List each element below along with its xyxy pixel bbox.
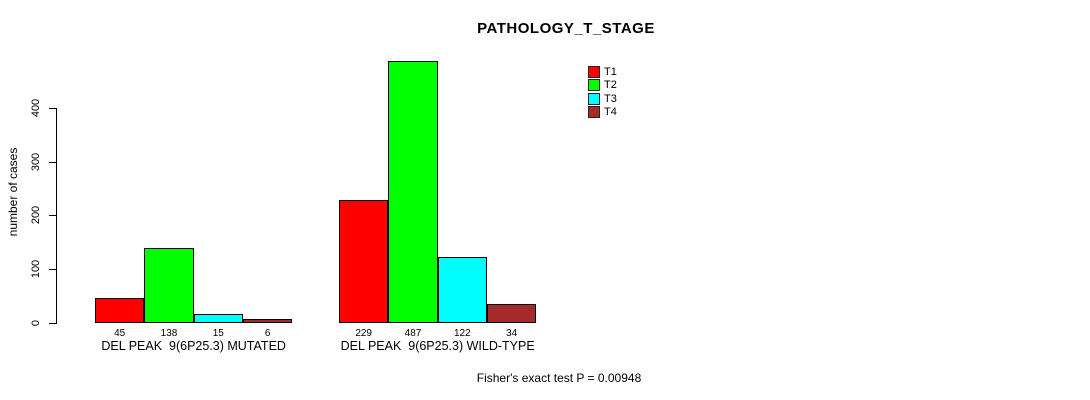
bar-t1-group1 — [95, 298, 145, 323]
y-tick-label: 100 — [30, 259, 42, 279]
bar-t3-group1 — [193, 314, 243, 323]
bar-t4-group1 — [242, 319, 293, 323]
bar-value-label: 487 — [404, 327, 422, 339]
legend-row: T4 — [588, 105, 648, 119]
y-tick-mark — [48, 108, 56, 109]
y-axis-line — [56, 108, 58, 324]
legend-label: T3 — [604, 92, 617, 105]
y-tick-label: 400 — [30, 98, 42, 118]
bar-value-label: 15 — [212, 327, 224, 339]
legend-row: T1 — [588, 66, 648, 79]
bar-t1-group2 — [339, 199, 389, 323]
bar-t3-group2 — [437, 257, 487, 323]
y-tick-mark — [48, 268, 56, 270]
y-tick-mark — [48, 215, 56, 217]
bar-value-label: 229 — [355, 327, 372, 339]
legend-row: T3 — [588, 92, 648, 106]
y-tick-mark — [48, 322, 56, 324]
chart-title: PATHOLOGY_T_STAGE — [477, 20, 655, 37]
bar-value-label: 45 — [114, 327, 126, 339]
category-label: DEL PEAK 9(6P25.3) WILD-TYPE — [340, 339, 535, 353]
legend-label: T1 — [604, 66, 617, 78]
legend-swatch-t3 — [588, 92, 600, 105]
y-tick-label: 200 — [30, 206, 42, 225]
footer-annotation: Fisher's exact test P = 0.00948 — [476, 371, 642, 385]
legend-swatch-t2 — [588, 79, 600, 92]
y-tick-mark — [48, 161, 56, 163]
legend-row: T2 — [588, 79, 648, 92]
legend-swatch-t4 — [588, 105, 600, 118]
bar-t4-group2 — [486, 304, 537, 323]
bar-t2-group2 — [388, 61, 438, 323]
category-label: DEL PEAK 9(6P25.3) MUTATED — [101, 339, 286, 353]
bar-value-label: 122 — [453, 327, 471, 339]
bar-value-label: 34 — [506, 327, 518, 339]
bar-value-label: 6 — [264, 327, 271, 339]
y-tick-label: 0 — [30, 319, 42, 326]
legend-swatch-t1 — [588, 66, 600, 78]
bar-t2-group1 — [144, 248, 194, 323]
bar-value-label: 138 — [160, 327, 178, 339]
y-axis-label: number of cases — [6, 147, 20, 237]
legend-label: T4 — [604, 105, 617, 118]
legend-label: T2 — [604, 79, 617, 92]
y-tick-label: 300 — [30, 152, 42, 171]
